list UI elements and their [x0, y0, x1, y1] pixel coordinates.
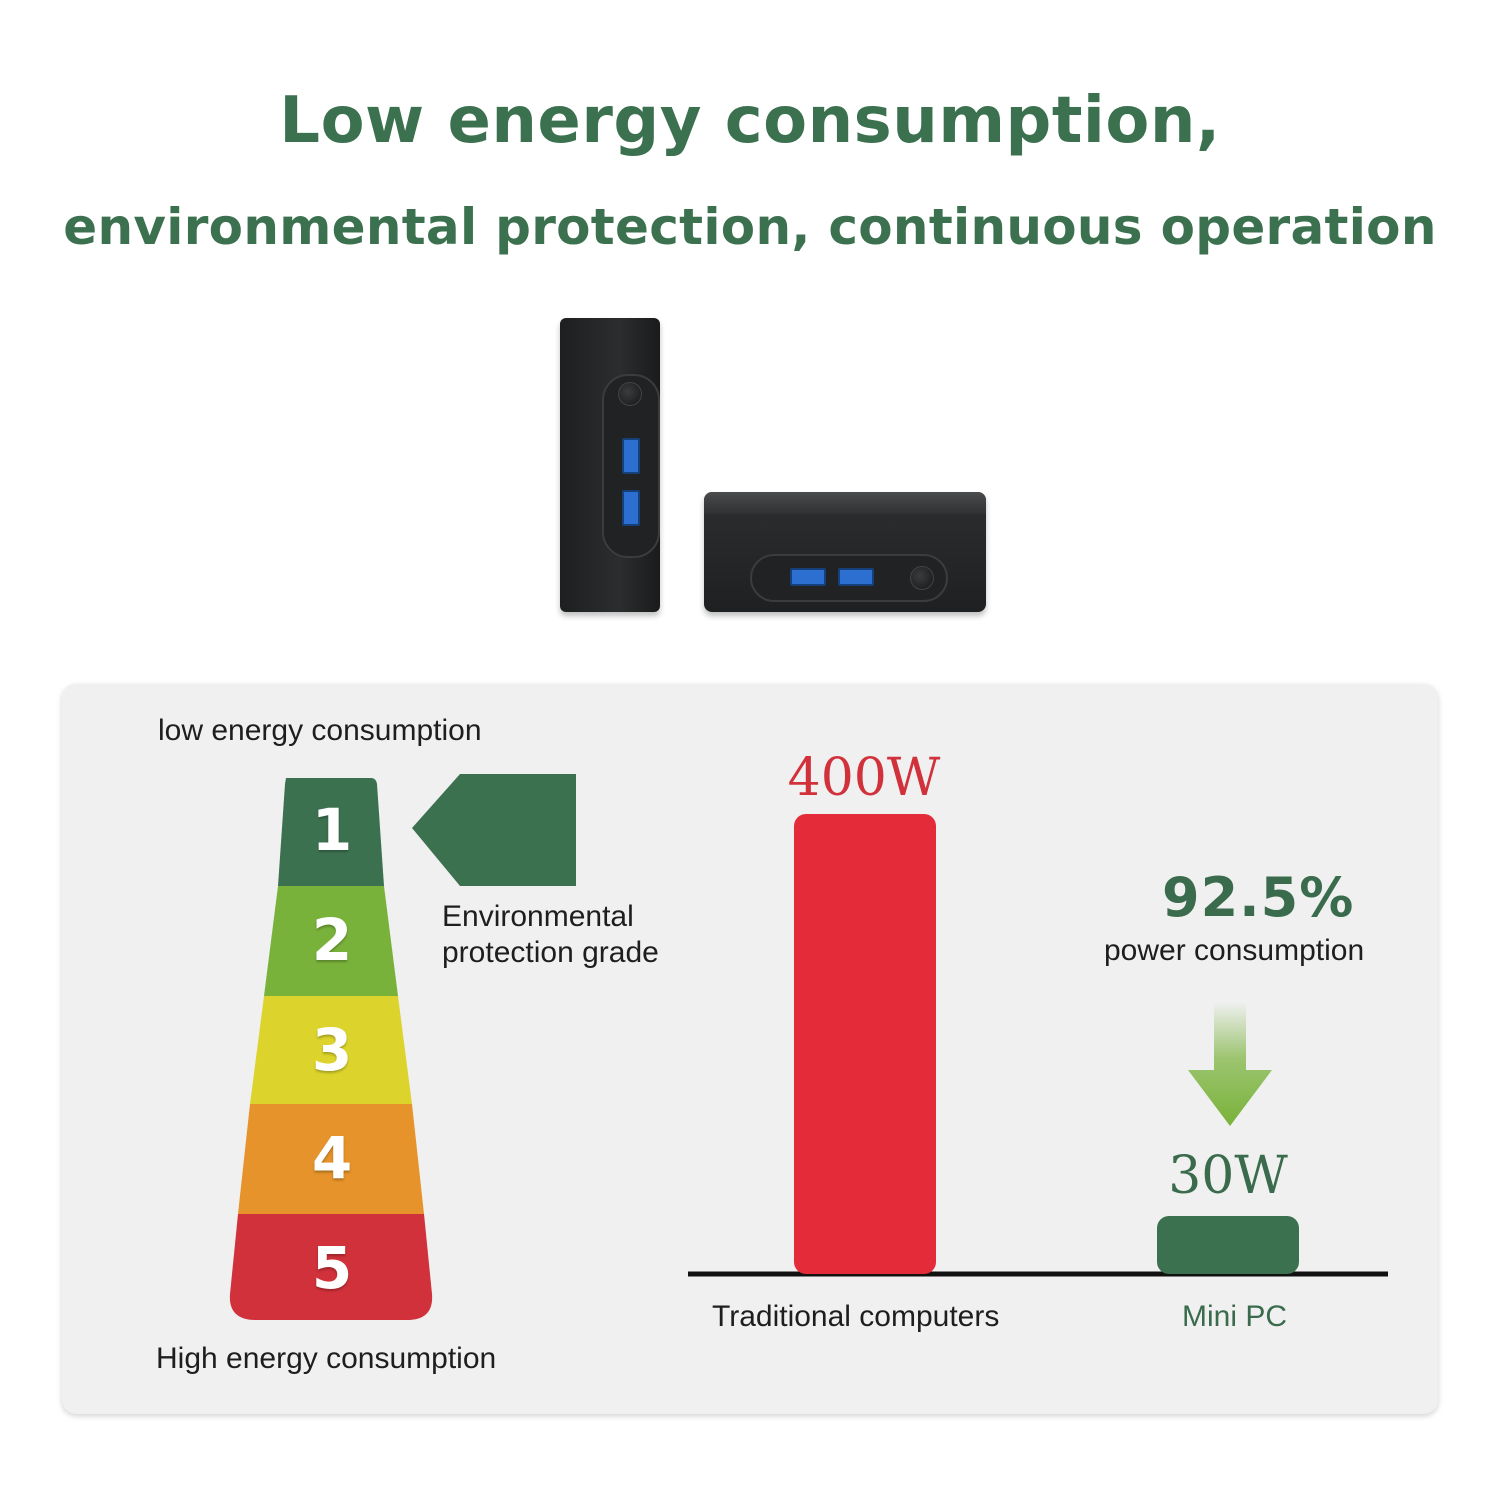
usb-port-icon [622, 490, 640, 526]
headline-line-2: environmental protection, continuous ope… [63, 198, 1437, 256]
indicator-caption-line-1: Environmental [442, 900, 634, 933]
grade-label-4: 4 [311, 1124, 353, 1192]
grade-segment-1 [278, 778, 384, 886]
power-button-icon [910, 566, 934, 590]
energy-grade-scale [229, 774, 1388, 1320]
mini-pc-vertical-image [560, 318, 660, 612]
category-label-mini-pc: Mini PC [1182, 1300, 1288, 1333]
usb-port-icon [838, 568, 874, 586]
category-label-traditional: Traditional computers [712, 1300, 1000, 1333]
grade-label-1: 1 [311, 796, 353, 864]
grade-segment-3 [250, 996, 412, 1104]
grade-label-5: 5 [311, 1234, 353, 1302]
grade-segment-5 [229, 1214, 433, 1320]
grade-label-3: 3 [311, 1016, 353, 1084]
bar-value-label-mini-pc: 30W [1168, 1146, 1288, 1206]
usb-port-icon [790, 568, 826, 586]
down-arrow-icon [1188, 1002, 1272, 1126]
grade-segment-4 [238, 1104, 424, 1214]
reduction-percent: 92.5% [1162, 866, 1355, 929]
low-energy-label: low energy consumption [158, 714, 482, 747]
grade-label-2: 2 [311, 906, 353, 974]
front-io-panel [602, 374, 660, 558]
bar-value-label-traditional: 400W [787, 748, 941, 808]
bar-mini-pc [1157, 1216, 1299, 1274]
mini-pc-horizontal-image [704, 492, 986, 612]
front-io-panel [750, 554, 948, 602]
usb-port-icon [622, 438, 640, 474]
reduction-caption: power consumption [1104, 934, 1365, 967]
headline-line-1: Low energy consumption, [279, 84, 1221, 158]
indicator-caption-line-2: protection grade [442, 936, 659, 969]
grade-segment-2 [264, 886, 398, 996]
bar-traditional-computers [794, 814, 936, 1274]
grade-indicator-arrow [412, 774, 576, 886]
power-button-icon [618, 382, 642, 406]
energy-comparison-panel: low energy consumption 1 2 3 4 5 Environ… [62, 684, 1438, 1414]
high-energy-label: High energy consumption [156, 1342, 497, 1375]
